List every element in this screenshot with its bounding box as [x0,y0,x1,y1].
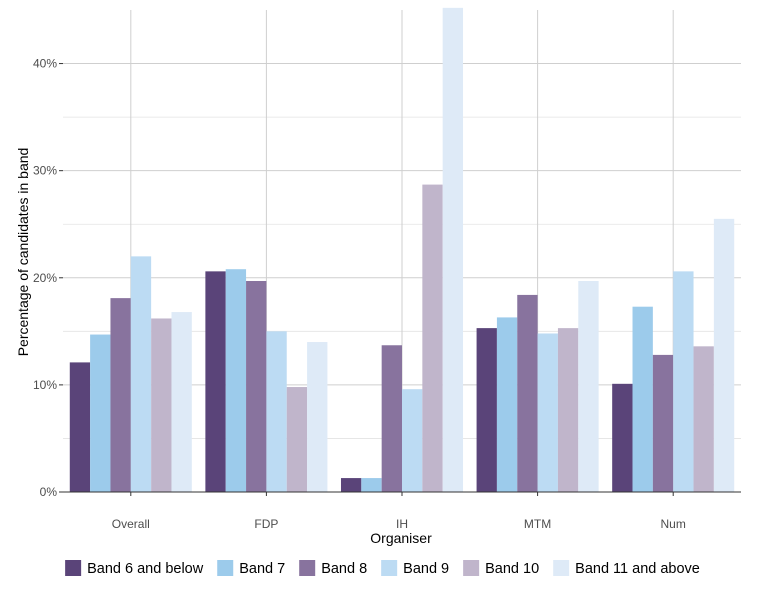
bars [69,7,735,492]
bar [476,328,497,492]
bar [537,333,558,492]
bar [652,354,674,492]
bar [225,269,247,492]
legend-item: Band 8 [299,560,367,577]
y-tick-label: 0% [40,485,58,499]
x-tick-label: MTM [524,517,551,531]
legend: Band 6 and below Band 7 Band 8 Band 9 Band 1… [65,560,700,577]
bar [442,7,464,492]
legend-swatch [463,560,480,576]
legend-item: Band 7 [217,560,285,577]
legend-item: Band 10 [463,560,539,577]
bar [110,298,131,492]
bar [246,280,267,492]
legend-swatch [217,560,234,576]
bar [713,218,735,492]
x-tick-label: IH [396,517,408,531]
bar [130,256,152,492]
bar [340,478,362,492]
legend-label: Band 7 [239,561,285,577]
x-tick-label: FDP [254,517,278,531]
bar [557,328,579,492]
y-axis-title: Percentage of candidates in band [15,148,31,357]
bar [69,362,91,492]
bar [205,271,226,492]
y-tick-label: 40% [33,57,57,71]
legend-label: Band 8 [321,561,367,577]
bar [171,312,192,492]
legend-item: Band 11 and above [553,560,700,577]
bar [422,184,443,492]
legend-label: Band 9 [403,561,449,577]
legend-label: Band 6 and below [87,561,204,577]
legend-swatch [299,560,316,576]
bar [402,389,423,492]
bar [381,345,402,492]
legend-label: Band 10 [485,561,539,577]
axes: 0% 10% 20% 30% 40% Overall FDP IH MTM Num [33,57,741,531]
x-tick-label: Overall [112,517,150,531]
bar [673,271,694,492]
y-tick-label: 10% [33,378,57,392]
legend-swatch [65,560,82,576]
bar [90,334,111,492]
legend-swatch [381,560,398,576]
bar [693,346,714,492]
y-tick-label: 30% [33,164,57,178]
bar [517,294,538,492]
legend-item: Band 6 and below [65,560,204,577]
y-tick-label: 20% [33,271,57,285]
bar [286,387,308,492]
bar [151,318,172,492]
x-axis-title: Organiser [370,530,432,546]
legend-item: Band 9 [381,560,449,577]
legend-label: Band 11 and above [575,561,700,577]
bar [361,478,382,492]
bar [612,383,633,492]
bar [578,280,599,492]
bar [496,317,518,492]
x-tick-label: Num [661,517,686,531]
bar [307,342,328,492]
bar [632,306,653,492]
legend-swatch [553,560,570,576]
bar [266,331,287,492]
